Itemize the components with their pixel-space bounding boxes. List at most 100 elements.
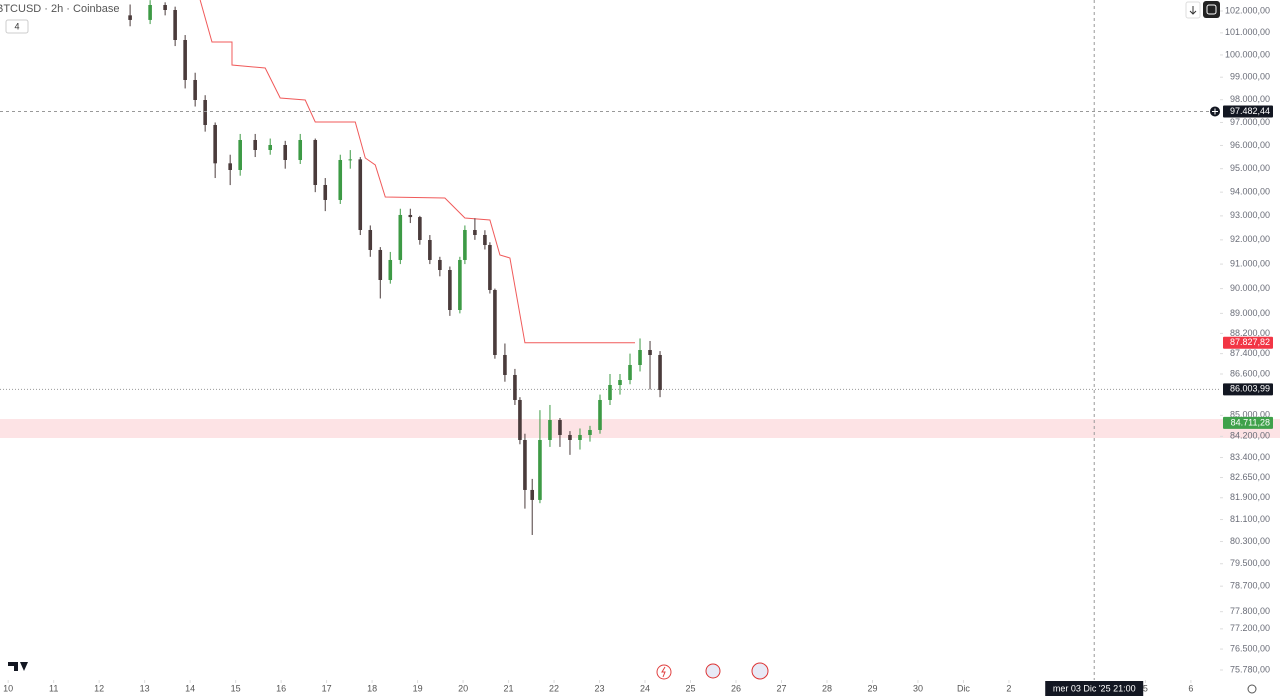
- candle-body: [588, 429, 592, 435]
- indicator-count: 4: [14, 21, 19, 31]
- x-tick-label: 17: [322, 683, 332, 693]
- candle-body: [558, 419, 562, 435]
- x-tick-label: 13: [140, 683, 150, 693]
- x-tick-label: 6: [1188, 683, 1193, 693]
- candle-body: [268, 144, 273, 150]
- y-tick-label: 86.600,00: [1230, 368, 1270, 378]
- y-tick-label: 87.400,00: [1230, 348, 1270, 358]
- candle-body: [213, 124, 217, 164]
- candle-body: [348, 159, 353, 161]
- y-tick-label: 100.000,00: [1225, 49, 1270, 59]
- candle-body: [473, 229, 477, 235]
- x-tick-label: 11: [49, 683, 58, 693]
- candle-body: [408, 214, 413, 218]
- y-tick-label: 99.000,00: [1230, 72, 1270, 82]
- candle-body: [530, 489, 535, 500]
- candle-body: [173, 9, 177, 40]
- screenshot-button[interactable]: [1203, 1, 1220, 18]
- candle-body: [203, 99, 207, 125]
- x-tick-label: 24: [640, 683, 650, 693]
- price-badge-label: 87.827,82: [1230, 337, 1270, 347]
- symbol-title: BTCUSD · 2h · Coinbase: [0, 3, 120, 15]
- candle-body: [428, 239, 432, 260]
- y-tick-label: 82.650,00: [1230, 472, 1270, 482]
- x-tick-label: 10: [3, 683, 13, 693]
- candle-body: [438, 259, 442, 270]
- y-tick-label: 90.000,00: [1230, 283, 1270, 293]
- y-tick-label: 77.800,00: [1230, 606, 1270, 616]
- candle-body: [488, 244, 492, 290]
- y-tick-label: 76.500,00: [1230, 643, 1270, 653]
- x-tick-label: 28: [822, 683, 832, 693]
- candle-body: [523, 439, 527, 490]
- candle-body: [398, 214, 403, 260]
- y-tick-label: 93.000,00: [1230, 210, 1270, 220]
- candle-body: [458, 259, 462, 310]
- x-tick-label: 18: [367, 683, 377, 693]
- y-tick-label: 77.200,00: [1230, 623, 1270, 633]
- candle-body: [503, 354, 507, 375]
- price-badge-label: 86.003,99: [1230, 384, 1270, 394]
- candle-body: [518, 399, 522, 440]
- down-arrow-icon: [1189, 6, 1197, 15]
- bottom-bar: [8, 662, 1257, 694]
- candle-body: [283, 144, 288, 160]
- x-tick-label: 27: [776, 683, 786, 693]
- x-tick-label: Dic: [957, 683, 970, 693]
- y-tick-label: 81.100,00: [1230, 514, 1270, 524]
- x-tick-label: 21: [504, 683, 514, 693]
- candle-body: [548, 419, 552, 440]
- y-tick-label: 75.780,00: [1230, 664, 1270, 674]
- candle-body: [483, 234, 487, 245]
- us-flag-icon[interactable]: [751, 662, 769, 680]
- y-tick-label: 85.000,00: [1230, 410, 1270, 420]
- candle-body: [578, 434, 582, 440]
- x-tick-label: 30: [913, 683, 923, 693]
- camera-icon: [1206, 4, 1217, 15]
- y-tick-label: 84.200,00: [1230, 431, 1270, 441]
- candle-body: [193, 79, 197, 100]
- candle-body: [463, 229, 467, 260]
- x-tick-label: 16: [276, 683, 286, 693]
- candle-body: [538, 439, 542, 500]
- candle-body: [658, 354, 662, 390]
- y-tick-label: 94.000,00: [1230, 187, 1270, 197]
- candle-body: [253, 139, 257, 150]
- y-tick-label: 78.700,00: [1230, 581, 1270, 591]
- x-tick-label: 19: [413, 683, 423, 693]
- price-badge: [1223, 105, 1273, 118]
- candle-body: [298, 139, 303, 160]
- top-right-buttons: [1185, 1, 1220, 19]
- x-tick-label: 20: [458, 683, 468, 693]
- x-tick-label: 12: [94, 683, 104, 693]
- y-tick-label: 80.300,00: [1230, 536, 1270, 546]
- trend-line: [199, 0, 636, 344]
- candle-body: [358, 159, 363, 230]
- candle-body: [598, 399, 602, 430]
- candle-body: [228, 163, 232, 170]
- tradingview-logo[interactable]: [8, 662, 28, 671]
- y-tick-label: 79.500,00: [1230, 558, 1270, 568]
- candle-body: [608, 384, 612, 400]
- x-tick-label: 2: [1006, 683, 1011, 693]
- candle-body: [648, 349, 652, 355]
- candle-body: [388, 259, 393, 280]
- candle-body: [378, 249, 383, 280]
- y-tick-label: 98.000,00: [1230, 94, 1270, 104]
- price-badge: [1223, 416, 1273, 429]
- x-tick-label: 25: [686, 683, 696, 693]
- x-tick-label: 5: [1143, 683, 1148, 693]
- indicator-badge[interactable]: [5, 19, 29, 34]
- y-tick-label: 97.000,00: [1230, 117, 1270, 127]
- y-tick-label: 88.200,00: [1230, 328, 1270, 338]
- price-zone: [0, 419, 1280, 439]
- price-badge: [1223, 336, 1273, 349]
- candle-body: [313, 139, 318, 185]
- settings-icon[interactable]: [1247, 684, 1257, 694]
- candle-body: [183, 39, 187, 80]
- candle-body: [513, 374, 517, 400]
- x-tick-label: 22: [549, 683, 559, 693]
- us-flag-icon[interactable]: [705, 663, 721, 679]
